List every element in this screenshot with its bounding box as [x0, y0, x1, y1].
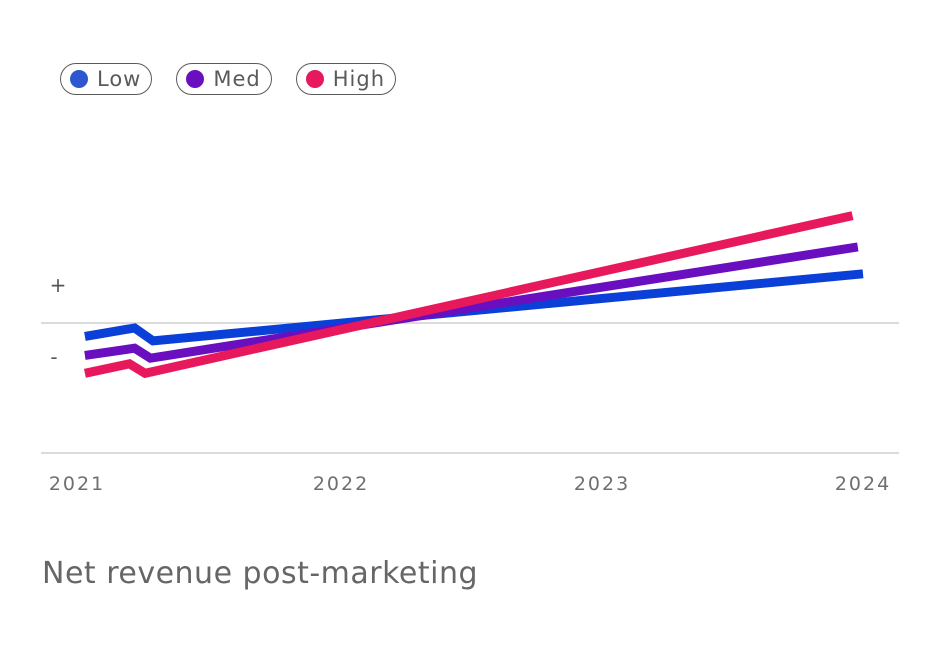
legend-item-low[interactable]: Low	[60, 63, 153, 95]
legend-swatch-low	[70, 70, 88, 88]
x-tick-2024: 2024	[835, 473, 891, 495]
series-layer	[83, 211, 864, 379]
x-tick-2022: 2022	[313, 473, 369, 495]
legend-swatch-high	[305, 70, 324, 88]
series-line-high	[83, 211, 854, 379]
series-line-low	[84, 269, 864, 346]
x-tick-2021: 2021	[49, 473, 105, 495]
legend: Low Med High	[60, 63, 396, 95]
legend-item-med[interactable]: Med	[176, 63, 272, 95]
legend-swatch-med	[186, 70, 205, 88]
positive-marker: +	[50, 273, 67, 297]
legend-label-med: Med	[213, 67, 261, 91]
legend-label-high: High	[332, 67, 385, 91]
chart-title: Net revenue post-marketing	[42, 556, 479, 591]
legend-item-high[interactable]: High	[295, 63, 396, 95]
legend-label-low: Low	[97, 67, 142, 91]
x-tick-2023: 2023	[574, 473, 630, 495]
negative-marker: -	[50, 345, 57, 369]
series-line-med	[84, 242, 859, 363]
